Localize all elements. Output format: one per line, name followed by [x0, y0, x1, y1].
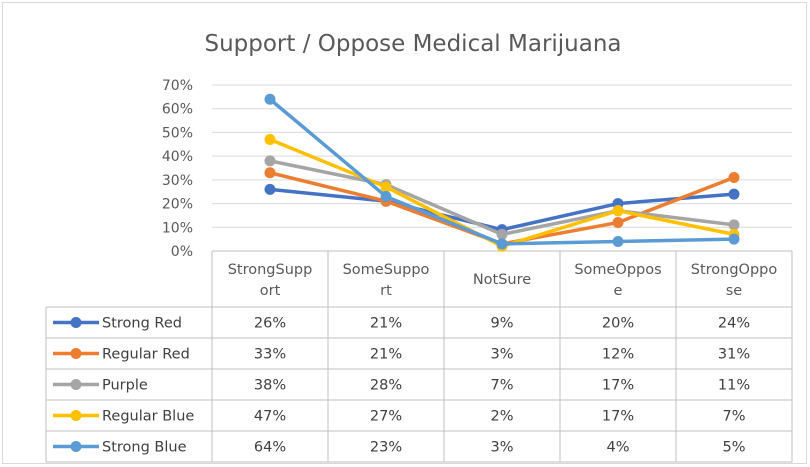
- data-point: [264, 134, 276, 146]
- table-cell: 21%: [370, 316, 402, 332]
- y-tick-label: 0%: [171, 244, 193, 260]
- data-point: [612, 236, 624, 248]
- data-point: [612, 217, 624, 229]
- legend-key-marker: [70, 410, 82, 421]
- table-cell: 12%: [602, 347, 634, 363]
- legend-key-marker: [70, 379, 82, 390]
- data-point: [264, 167, 276, 179]
- table-cell: 2%: [490, 409, 513, 425]
- x-tick-label: SomeOppos: [574, 262, 661, 278]
- chart-title: Support / Oppose Medical Marijuana: [204, 31, 621, 57]
- data-point: [612, 205, 624, 217]
- data-point: [728, 188, 740, 200]
- data-point: [496, 228, 508, 240]
- legend-entry: Regular Blue: [102, 409, 194, 425]
- table-cell: 9%: [490, 316, 513, 332]
- x-tick-label: NotSure: [473, 272, 531, 288]
- series-line: [268, 187, 736, 232]
- table-cell: 24%: [718, 316, 750, 332]
- y-tick-label: 30%: [162, 173, 193, 189]
- series-lines: [264, 93, 740, 252]
- table-cell: 4%: [606, 440, 629, 456]
- table-cell: 64%: [254, 440, 286, 456]
- data-point: [380, 190, 392, 202]
- x-tick-label: rt: [380, 283, 392, 299]
- y-tick-label: 40%: [162, 149, 193, 165]
- legend-entry: Strong Red: [102, 316, 182, 332]
- y-tick-label: 70%: [162, 78, 193, 94]
- y-tick-label: 50%: [162, 125, 193, 141]
- data-point: [264, 93, 276, 105]
- data-point: [380, 181, 392, 193]
- data-point: [264, 155, 276, 167]
- data-point: [496, 238, 508, 250]
- table-cell: 28%: [370, 378, 402, 394]
- table-cell: 21%: [370, 347, 402, 363]
- data-point: [264, 183, 276, 195]
- table-cell: 7%: [722, 409, 745, 425]
- table-cell: 27%: [370, 409, 402, 425]
- table-cell: 26%: [254, 316, 286, 332]
- table-cell: 17%: [602, 378, 634, 394]
- series-line: [268, 97, 736, 246]
- legend-entry: Regular Red: [102, 347, 190, 363]
- x-tick-label: SomeSuppo: [343, 262, 430, 278]
- data-point: [728, 171, 740, 183]
- data-point: [728, 219, 740, 231]
- table-cell: 11%: [718, 378, 750, 394]
- line-chart: Support / Oppose Medical Marijuana 0% 10%…: [45, 31, 793, 463]
- table-cell: 20%: [602, 316, 634, 332]
- y-tick-label: 60%: [162, 102, 193, 118]
- table-cell: 33%: [254, 347, 286, 363]
- x-tick-label: e: [614, 283, 623, 299]
- table-cell: 23%: [370, 440, 402, 456]
- table-cell: 17%: [602, 409, 634, 425]
- table-cell: 38%: [254, 378, 286, 394]
- legend-key-marker: [70, 317, 82, 328]
- table-cell: 7%: [490, 378, 513, 394]
- x-tick-label: StrongSupp: [228, 262, 313, 278]
- legend-key-marker: [70, 348, 82, 359]
- y-tick-label: 10%: [162, 220, 193, 236]
- data-point: [728, 233, 740, 245]
- table-cell: 3%: [490, 440, 513, 456]
- x-tick-label: se: [726, 283, 743, 299]
- table-cell: 31%: [718, 347, 750, 363]
- y-tick-label: 20%: [162, 197, 193, 213]
- legend-entry: Strong Blue: [102, 440, 187, 456]
- table-cell: 47%: [254, 409, 286, 425]
- y-tick-labels: 0% 10% 20% 30% 40% 50% 60% 70%: [162, 78, 193, 260]
- table-cell: 3%: [490, 347, 513, 363]
- x-tick-label: StrongOppo: [691, 262, 778, 278]
- legend-entry: Purple: [102, 378, 148, 394]
- table-cell: 5%: [722, 440, 745, 456]
- data-table: StrongSupp ort SomeSuppo rt NotSure SomeOppos…: [45, 250, 793, 463]
- legend-key-marker: [70, 441, 82, 452]
- x-tick-label: ort: [260, 283, 281, 299]
